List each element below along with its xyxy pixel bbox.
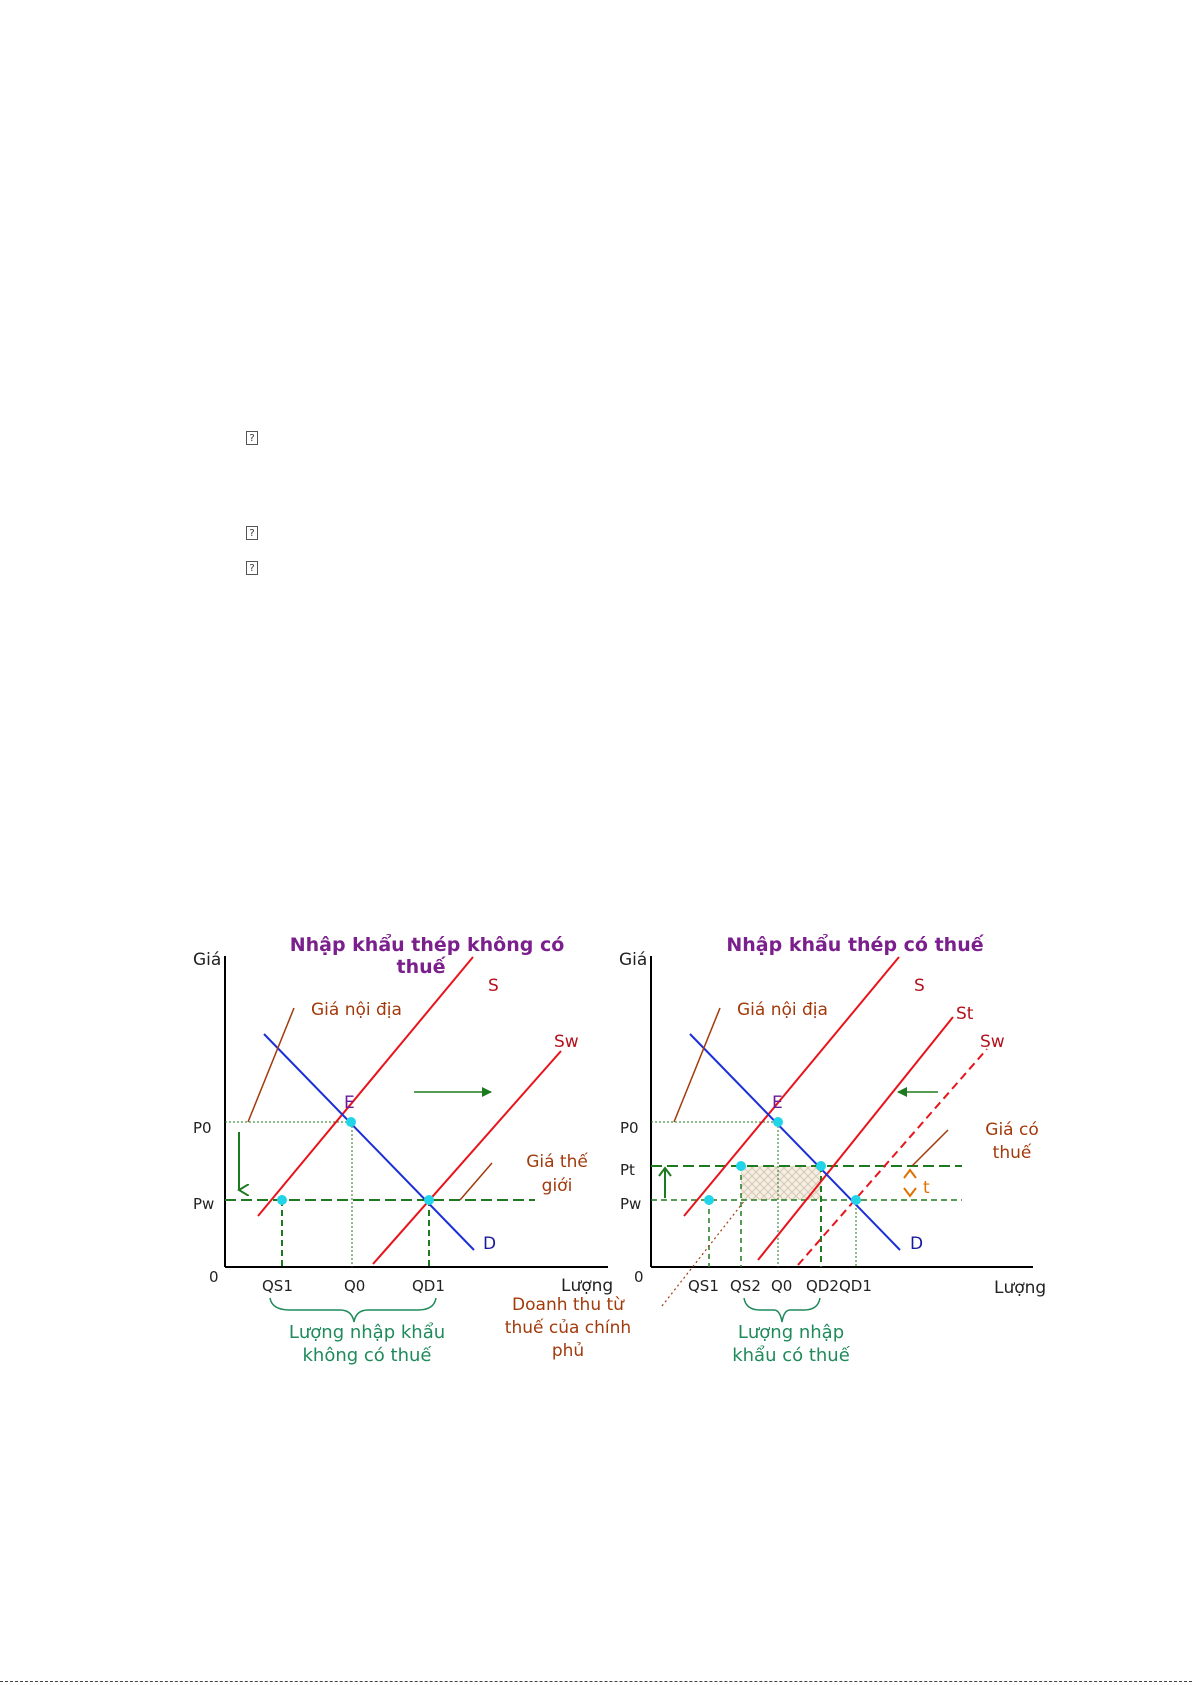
left-pw-label: Pw [193, 1195, 214, 1213]
right-y-axis-label: Giá [619, 950, 647, 970]
left-qs1-label: QS1 [262, 1277, 293, 1295]
tax-revenue-label-1: Doanh thu từ [512, 1295, 625, 1315]
left-world-price-label-1: Giá thế [526, 1151, 588, 1172]
left-demand-curve [263, 1033, 475, 1251]
right-chart: Nhập khẩu thép có thuế Giá Lượng 0 S St … [619, 933, 1046, 1366]
left-s-label: S [488, 976, 499, 996]
right-qs1-label: QS1 [688, 1277, 719, 1295]
left-qd1-label: QD1 [412, 1277, 445, 1295]
right-qs2-point [736, 1161, 746, 1171]
tax-t-label: t [923, 1178, 930, 1198]
bullet-marker-1: ? [246, 431, 258, 445]
page-footer-rule [0, 1681, 1192, 1682]
right-sw-label: Sw [980, 1032, 1005, 1052]
right-qd2-label: QD2 [806, 1277, 839, 1295]
tax-revenue-label-2: thuế của chính [505, 1317, 631, 1338]
left-world-price-pointer [459, 1162, 493, 1201]
left-import-brace [269, 1297, 437, 1323]
left-supply-curve [257, 956, 474, 1217]
left-sw-label: Sw [554, 1032, 579, 1052]
right-p0-label: P0 [620, 1119, 639, 1137]
left-domestic-price-pointer [247, 1007, 295, 1123]
right-import-brace [743, 1297, 821, 1323]
right-q0-label: Q0 [771, 1277, 792, 1295]
right-supply-curve [683, 956, 900, 1217]
right-import-label-2: khẩu có thuế [732, 1345, 850, 1366]
tax-arrow-up [903, 1168, 917, 1179]
right-d-label: D [910, 1234, 923, 1254]
left-x-axis-label: Lượng [561, 1276, 613, 1296]
left-import-label-1: Lượng nhập khẩu [289, 1322, 445, 1343]
right-equilibrium-point [773, 1117, 783, 1127]
right-e-label: E [772, 1093, 783, 1113]
right-qs2-label: QS2 [730, 1277, 761, 1295]
right-import-label-1: Lượng nhập [738, 1322, 844, 1343]
left-e-label: E [344, 1093, 355, 1113]
right-demand-curve [689, 1033, 901, 1251]
left-chart-title-line2: thuế [396, 955, 446, 978]
tax-arrow-down [903, 1187, 917, 1198]
left-chart-title-line1: Nhập khẩu thép không có [290, 933, 565, 956]
left-p0-label: P0 [193, 1119, 212, 1137]
left-q0-label: Q0 [344, 1277, 365, 1295]
right-qd1-point [851, 1195, 861, 1205]
left-equilibrium-point [346, 1117, 356, 1127]
tax-revenue-area [741, 1166, 821, 1200]
right-taxed-price-pointer [911, 1129, 949, 1167]
right-qs1-point [704, 1195, 714, 1205]
right-world-supply-curve [797, 1048, 988, 1266]
left-chart: Nhập khẩu thép không có thuế Giá Lượng 0… [193, 933, 613, 1366]
left-d-label: D [483, 1234, 496, 1254]
right-x-axis-label: Lượng [994, 1278, 1046, 1298]
right-origin-label: 0 [634, 1268, 644, 1286]
right-taxed-price-label-2: thuế [993, 1142, 1032, 1163]
right-taxed-price-label-1: Giá có [985, 1120, 1038, 1140]
right-s-label: S [914, 976, 925, 996]
right-pt-label: Pt [620, 1161, 635, 1179]
left-y-axis-label: Giá [193, 950, 221, 970]
right-domestic-price-pointer [673, 1007, 721, 1123]
bullet-marker-2: ? [246, 526, 258, 540]
tax-revenue-label-3: phủ [552, 1341, 584, 1361]
left-qd1-point [424, 1195, 434, 1205]
bullet-marker-3: ? [246, 561, 258, 575]
right-qd2-point [816, 1161, 826, 1171]
right-price-up-arrow-head [658, 1166, 672, 1177]
left-world-price-label-2: giới [542, 1176, 573, 1196]
left-world-supply-curve [372, 1050, 562, 1265]
left-import-label-2: không có thuế [303, 1345, 433, 1366]
left-origin-label: 0 [209, 1268, 219, 1286]
right-qd1-label: QD1 [839, 1277, 872, 1295]
right-chart-title: Nhập khẩu thép có thuế [726, 933, 984, 956]
right-taxed-supply-curve [757, 1016, 954, 1261]
right-pw-label: Pw [620, 1195, 641, 1213]
right-st-label: St [956, 1004, 974, 1024]
right-domestic-price-label: Giá nội địa [737, 1000, 828, 1020]
left-domestic-price-label: Giá nội địa [311, 1000, 402, 1020]
left-qs1-point [277, 1195, 287, 1205]
